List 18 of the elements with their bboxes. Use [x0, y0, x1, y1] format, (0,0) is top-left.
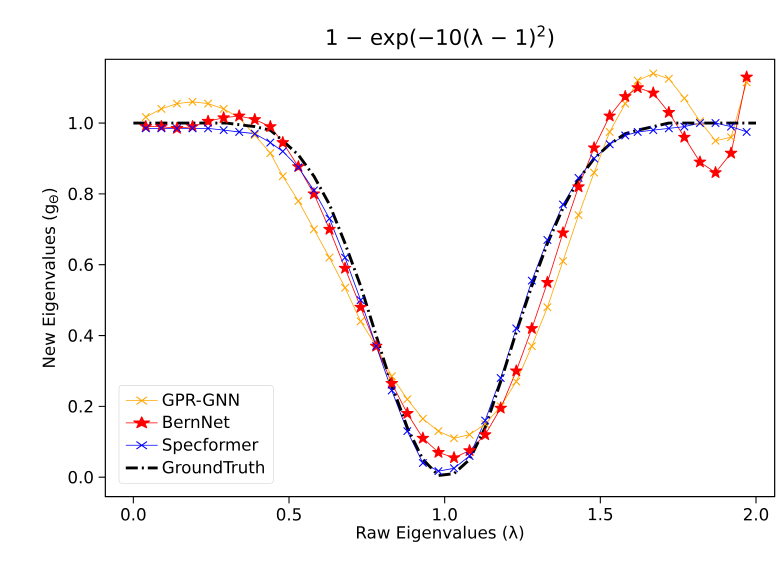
chart-title: 1 − exp(−10(λ − 1)$^{2}$) [327, 26, 554, 50]
x-tick-label: 0.0 [121, 508, 146, 521]
y-tick-label: 0.0 [68, 471, 93, 484]
y-tick-label: 0.2 [68, 400, 92, 413]
x-tick-label: 0.5 [276, 508, 301, 521]
legend-label: GPR-GNN [162, 394, 239, 406]
y-axis-title: New Eigenvalues (g$_{Θ}$) [42, 189, 58, 368]
x-tick-label: 1.0 [433, 508, 457, 521]
y-tick-label: 0.4 [68, 329, 94, 342]
legend-label: Specformer [162, 438, 258, 454]
x-tick-label: 2.0 [744, 508, 768, 521]
x-axis-title: Raw Eigenvalues (λ) [356, 526, 524, 542]
legend-label: BernNet [163, 416, 230, 428]
x-tick-label: 1.5 [588, 508, 612, 521]
y-tick-label: 0.6 [68, 258, 93, 272]
y-tick-label: 1.0 [69, 116, 93, 130]
y-tick-label: 0.8 [68, 188, 93, 200]
legend-label: GroundTruth [162, 460, 264, 474]
